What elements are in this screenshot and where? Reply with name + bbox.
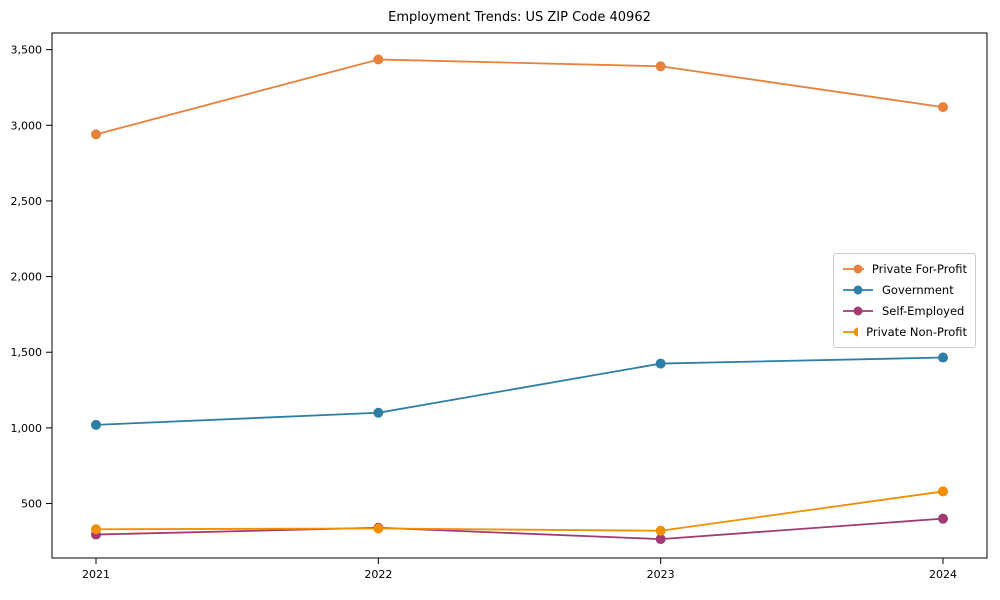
plot-frame bbox=[51, 32, 988, 559]
legend-marker-private-non-profit bbox=[843, 327, 859, 337]
legend-label-private-non-profit: Private Non-Profit bbox=[866, 325, 967, 339]
x-tick-label: 2024 bbox=[929, 568, 957, 581]
y-tick-label: 1,500 bbox=[11, 346, 43, 359]
data-point-self-employed bbox=[938, 513, 948, 524]
legend-item-private-for-profit: Private For-Profit bbox=[842, 261, 967, 277]
y-tick-label: 2,500 bbox=[11, 195, 43, 208]
series-line-private-non-profit bbox=[95, 490, 944, 532]
legend-item-government: Government bbox=[842, 282, 967, 298]
legend-item-private-non-profit: Private Non-Profit bbox=[842, 324, 967, 340]
y-tick-label: 3,500 bbox=[11, 44, 43, 57]
x-tick-label: 2021 bbox=[82, 568, 110, 581]
data-point-private-for-profit bbox=[938, 102, 948, 113]
legend-marker-government bbox=[843, 285, 873, 295]
x-tick-label: 2022 bbox=[364, 568, 392, 581]
data-point-government bbox=[938, 352, 948, 363]
y-tick-label: 1,000 bbox=[11, 422, 43, 435]
y-tick-label: 2,000 bbox=[11, 271, 43, 284]
y-tick-label: 3,000 bbox=[11, 119, 43, 132]
data-point-government bbox=[91, 419, 101, 430]
x-tick-label: 2023 bbox=[647, 568, 675, 581]
data-point-self-employed bbox=[655, 534, 666, 545]
data-point-private-non-profit bbox=[655, 525, 666, 536]
legend-marker-self-employed bbox=[843, 306, 873, 316]
legend-item-self-employed: Self-Employed bbox=[842, 303, 967, 319]
data-point-private-for-profit bbox=[655, 61, 666, 72]
chart-title: Employment Trends: US ZIP Code 40962 bbox=[388, 10, 651, 25]
data-point-private-non-profit bbox=[938, 486, 948, 497]
data-point-private-non-profit bbox=[373, 523, 384, 534]
data-point-private-non-profit bbox=[91, 524, 101, 535]
series-line-self-employed bbox=[95, 517, 944, 540]
data-point-private-for-profit bbox=[373, 54, 384, 65]
data-point-government bbox=[373, 407, 384, 418]
series-line-government bbox=[95, 356, 944, 426]
series-line-private-for-profit bbox=[95, 58, 944, 136]
legend-marker-private-for-profit bbox=[843, 264, 864, 274]
legend-label-self-employed: Self-Employed bbox=[882, 304, 965, 318]
data-point-private-for-profit bbox=[91, 129, 101, 140]
legend-label-private-for-profit: Private For-Profit bbox=[871, 262, 967, 276]
legend-label-government: Government bbox=[882, 283, 954, 297]
y-tick-label: 500 bbox=[21, 498, 42, 511]
legend: Private For-Profit Government Self-Employe… bbox=[833, 253, 976, 348]
data-point-government bbox=[655, 358, 666, 369]
